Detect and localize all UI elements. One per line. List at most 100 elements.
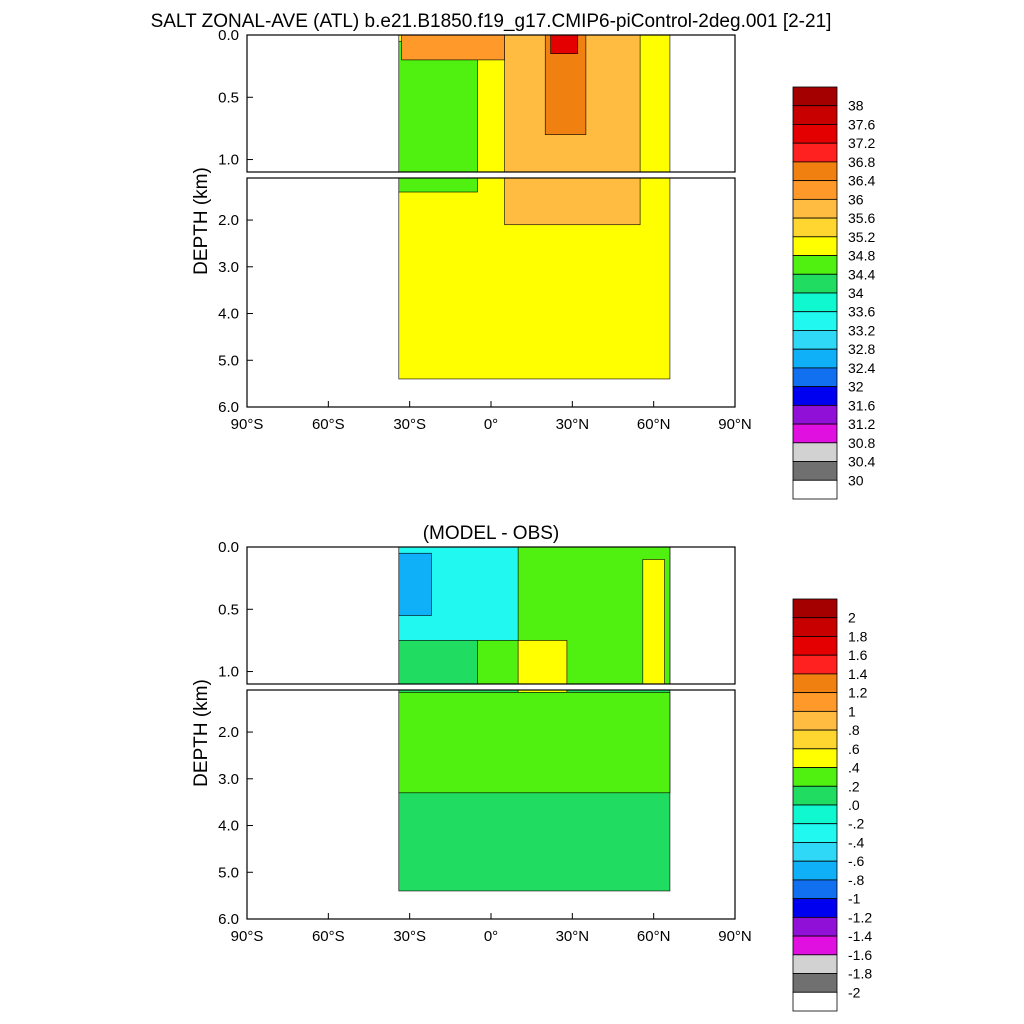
colorbar-box — [792, 598, 838, 619]
difference-colorbar: 21.81.61.41.21.8.6.4.2.0-.2-.4-.6-.8-1-1… — [792, 598, 872, 1012]
y-tick-label: 2.0 — [218, 212, 239, 229]
colorbar-box — [792, 636, 838, 656]
colorbar-box — [792, 898, 838, 918]
colorbar-label: -.4 — [848, 834, 865, 850]
x-tick-label: 60°S — [312, 416, 345, 433]
colorbar-label: 37.6 — [848, 116, 875, 132]
y-tick-label: 1.0 — [218, 152, 239, 169]
colorbar-label: .8 — [848, 722, 860, 738]
field-1-4-upper — [517, 640, 568, 684]
colorbar-box — [792, 86, 838, 107]
colorbar-box — [792, 748, 838, 768]
y-tick-label: 0.0 — [218, 539, 239, 556]
colorbar-label: 32.4 — [848, 360, 875, 376]
colorbar-label: 30.4 — [848, 454, 875, 470]
colorbar-label: 30.8 — [848, 435, 875, 451]
salinity-colorbar: 38 37.6 37.2 36.8 36.4 36 35.6 35.2 34.8 34.4 34 33… — [792, 86, 875, 500]
colorbar-box — [792, 273, 838, 294]
field-1-6-lower — [398, 692, 671, 794]
colorbar-label: 2 — [848, 610, 856, 626]
colorbar-box — [792, 916, 838, 937]
colorbar-box — [792, 292, 838, 313]
y-tick-label: 2.0 — [218, 724, 239, 741]
colorbar-box — [792, 180, 838, 200]
y-tick-label: 5.0 — [218, 352, 239, 369]
field-1-5-upper — [642, 559, 665, 684]
colorbar-box — [792, 105, 838, 125]
x-tick-label: 30°N — [556, 416, 590, 433]
x-tick-label: 60°N — [637, 928, 671, 945]
y-tick-label: 3.0 — [218, 771, 239, 788]
field-1-3-upper — [398, 552, 432, 616]
colorbar-label: -.2 — [848, 816, 865, 832]
colorbar-label: 34 — [848, 285, 864, 301]
x-tick-label: 90°N — [718, 416, 752, 433]
colorbar-box — [792, 386, 838, 406]
y-tick-label: 1.0 — [218, 664, 239, 681]
colorbar-box — [792, 461, 838, 481]
colorbar-box — [792, 767, 838, 787]
colorbar-label: 1.4 — [848, 666, 868, 682]
x-tick-label: 60°S — [312, 928, 345, 945]
upper-frame — [246, 546, 736, 685]
colorbar-box — [792, 823, 838, 843]
colorbar-label: .0 — [848, 797, 860, 813]
colorbar-box — [792, 479, 838, 500]
colorbar-box — [792, 879, 838, 900]
field-1-4-lower — [517, 690, 568, 693]
colorbar-box — [792, 991, 838, 1012]
colorbar-box — [792, 617, 838, 637]
x-tick-label: 30°S — [393, 416, 426, 433]
colorbar-box — [792, 842, 838, 862]
colorbar-label: 31.2 — [848, 416, 875, 432]
x-tick-label: 60°N — [637, 416, 671, 433]
field-0-5-upper — [550, 35, 579, 54]
colorbar-box — [792, 142, 838, 163]
colorbar-label: 33.6 — [848, 304, 875, 320]
y-axis-label: DEPTH (km) — [191, 679, 212, 787]
colorbar-box — [792, 785, 838, 806]
colorbar-box — [792, 442, 838, 462]
colorbar-box — [792, 804, 838, 825]
y-tick-label: 3.0 — [218, 259, 239, 276]
colorbar-label: 36 — [848, 191, 864, 207]
colorbar-box — [792, 330, 838, 350]
colorbar-label: -1.2 — [848, 909, 872, 925]
colorbar-label: 35.6 — [848, 210, 875, 226]
bottom-chart-title: (MODEL - OBS) — [423, 523, 560, 544]
colorbar-box — [792, 673, 838, 694]
salinity-panel: 90°S 60°S 30°S 0° 30°N 60°N 90°N 0.0 0.5 1.0 2.0 3.… — [191, 27, 752, 433]
colorbar-label: 32 — [848, 379, 864, 395]
colorbar-box — [792, 404, 838, 425]
y-tick-label: 4.0 — [218, 818, 239, 835]
colorbar-box — [792, 124, 838, 144]
colorbar-box — [792, 710, 838, 731]
colorbar-label: -.8 — [848, 872, 865, 888]
colorbar-label: 38 — [848, 98, 864, 114]
field-0-2-lower — [504, 178, 641, 226]
colorbar-label: 30 — [848, 472, 864, 488]
x-tick-label: 30°S — [393, 928, 426, 945]
colorbar-label: -1.8 — [848, 966, 872, 982]
colorbar-label: .6 — [848, 741, 860, 757]
x-tick-label: 90°N — [718, 928, 752, 945]
colorbar-label: .4 — [848, 760, 860, 776]
colorbar-box — [792, 311, 838, 331]
colorbar-label: 36.8 — [848, 154, 875, 170]
y-tick-label: 0.0 — [218, 27, 239, 44]
colorbar-box — [792, 161, 838, 182]
x-tick-label: 90°S — [231, 928, 264, 945]
colorbar-box — [792, 198, 838, 219]
colorbar-box — [792, 729, 838, 750]
y-tick-label: 4.0 — [218, 306, 239, 323]
upper-frame — [246, 34, 736, 173]
y-tick-label: 6.0 — [218, 399, 239, 416]
y-tick-label: 0.5 — [218, 601, 239, 618]
colorbar-label: 37.2 — [848, 135, 875, 151]
colorbar-label: 32.8 — [848, 341, 875, 357]
field-0-1-upper — [398, 40, 478, 172]
colorbar-label: 1.2 — [848, 685, 868, 701]
colorbar-label: 1.8 — [848, 628, 868, 644]
colorbar-label: 35.2 — [848, 229, 875, 245]
colorbar-label: -1 — [848, 891, 861, 907]
